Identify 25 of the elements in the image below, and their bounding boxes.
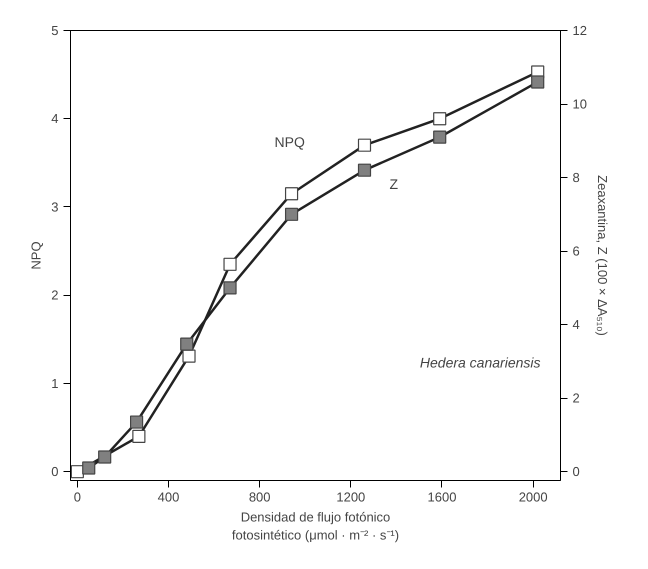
x-tick-label: 0 [74, 490, 81, 504]
y2-tick-label: 10 [572, 96, 587, 112]
y-tick-label: 3 [51, 199, 59, 214]
x-tick-label: 1200 [336, 490, 366, 504]
x-tick-label: 400 [158, 490, 180, 504]
y2-tick-label: 12 [572, 23, 587, 38]
y2-tick-label: 6 [572, 244, 580, 259]
y-tick-label: 1 [51, 376, 59, 391]
y-tick-label: 0 [51, 464, 59, 480]
y2-axis-title: Zeaxantina, Z (100 × ΔA₅₁₀) [594, 175, 610, 336]
x-tick-label: 2000 [518, 490, 548, 504]
y-tick-label: 5 [51, 23, 59, 38]
annotation: Hedera canariensis [420, 354, 541, 370]
y-tick-label: 4 [51, 111, 59, 126]
series-label: Z [390, 176, 398, 192]
y-tick-label: 2 [51, 288, 59, 303]
y-axis-title: NPQ [28, 241, 44, 270]
y2-tick-label: 4 [572, 317, 580, 332]
x-tick-label: 800 [248, 490, 271, 504]
x-tick-label: 1600 [428, 490, 456, 504]
x-axis-title: Densidad de flujo fotónico fotosintético (μmol · m⁻² · s⁻¹) [232, 510, 400, 542]
text: NPQ [274, 134, 305, 150]
y2-tick-label: 8 [572, 170, 580, 186]
y2-tick-label: 2 [572, 390, 580, 406]
y2-tick-label: 0 [572, 464, 580, 480]
